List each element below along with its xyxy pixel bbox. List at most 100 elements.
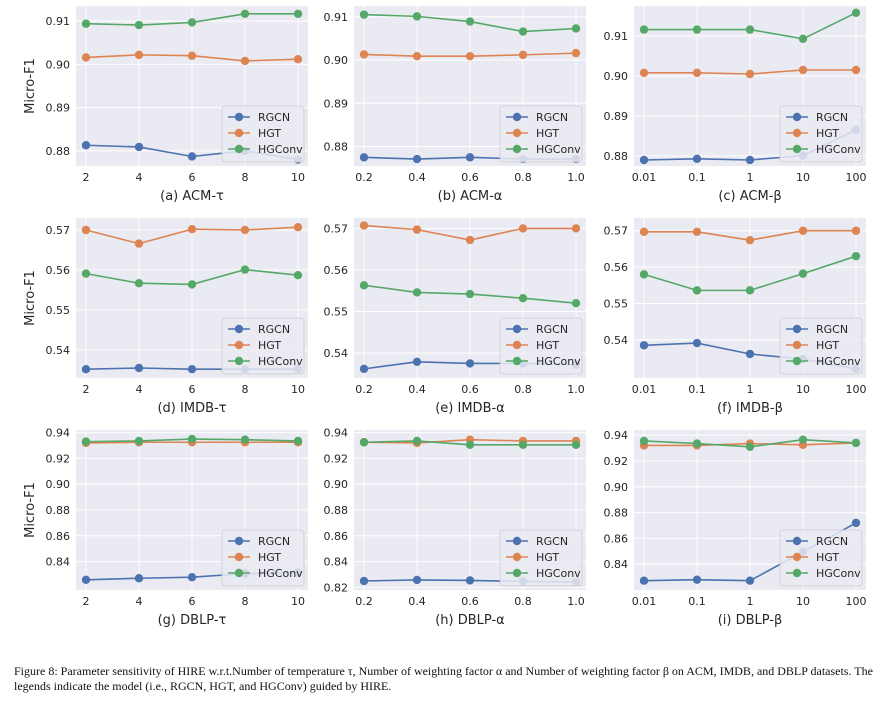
data-point-rgcn (465, 576, 475, 585)
y-tick-label: 0.57 (46, 224, 71, 237)
legend-label-hgt: HGT (258, 339, 281, 352)
y-tick-label: 0.89 (604, 110, 629, 123)
data-point-hgconv (798, 34, 808, 43)
data-point-hgconv (639, 270, 649, 279)
data-point-rgcn (639, 341, 649, 350)
data-point-hgconv (81, 19, 91, 28)
data-point-hgt (851, 65, 861, 75)
legend-marker-rgcn (512, 324, 522, 334)
panel-xlabel: (a) ACM-τ (160, 189, 224, 204)
data-point-hgconv (134, 436, 144, 446)
legend-label-rgcn: RGCN (536, 535, 568, 548)
legend: RGCN HGT HGConv (779, 105, 863, 163)
y-tick-label: 0.91 (324, 11, 349, 24)
data-point-hgt (359, 50, 369, 59)
data-point-hgt (798, 226, 808, 235)
data-point-rgcn (412, 154, 422, 164)
data-point-hgt (518, 50, 528, 60)
x-tick-label: 0.01 (632, 595, 657, 608)
panel-xlabel: (i) DBLP-β (718, 613, 783, 628)
legend-label-hgt: HGT (816, 339, 839, 352)
data-point-rgcn (692, 575, 702, 584)
legend-marker-hgconv (512, 356, 522, 366)
panel-xlabel: (h) DBLP-α (435, 613, 505, 628)
x-tick-label: 10 (291, 383, 305, 396)
data-point-hgt (745, 235, 755, 245)
legend-marker-hgconv (234, 356, 244, 366)
legend-label-hgt: HGT (536, 127, 559, 140)
x-tick-label: 8 (242, 383, 249, 396)
y-tick-label: 0.86 (46, 530, 71, 543)
legend: RGCN HGT HGConv (499, 317, 583, 375)
data-point-rgcn (412, 357, 422, 366)
legend-label-hgconv: HGConv (816, 143, 861, 156)
legend-marker-hgt (512, 340, 522, 350)
data-point-hgconv (639, 25, 649, 34)
data-point-hgt (293, 223, 303, 232)
legend-label-rgcn: RGCN (816, 111, 848, 124)
y-tick-label: 0.88 (46, 145, 71, 158)
x-tick-label: 0.4 (408, 171, 426, 184)
y-tick-label: 0.55 (604, 297, 629, 310)
data-point-hgconv (692, 439, 702, 448)
data-point-hgt (571, 224, 581, 233)
legend-label-rgcn: RGCN (258, 535, 290, 548)
data-point-hgt (187, 51, 197, 60)
data-point-hgconv (240, 265, 250, 274)
x-tick-label: 0.01 (632, 171, 657, 184)
data-point-hgt (187, 225, 197, 234)
y-tick-label: 0.88 (324, 141, 349, 154)
data-point-hgconv (639, 436, 649, 446)
data-point-hgconv (745, 25, 755, 34)
data-point-hgt (851, 226, 861, 235)
data-point-hgconv (240, 9, 250, 18)
data-point-hgt (293, 54, 303, 64)
data-point-rgcn (465, 359, 475, 368)
y-tick-label: 0.57 (604, 225, 629, 238)
legend-label-rgcn: RGCN (816, 323, 848, 336)
legend-marker-hgt (234, 128, 244, 138)
x-tick-label: 0.6 (461, 383, 479, 396)
legend-marker-rgcn (512, 112, 522, 122)
data-point-rgcn (745, 155, 755, 165)
data-point-hgt (745, 69, 755, 79)
x-tick-label: 2 (83, 171, 90, 184)
data-point-hgconv (518, 294, 528, 303)
panel-4: 2 4 6 8 10 0.54 0.55 0.56 0.57 RGCN HGT HGConv (d) I… (23, 218, 308, 416)
data-point-hgt (639, 68, 649, 78)
legend-marker-rgcn (792, 112, 802, 122)
data-point-hgconv (798, 269, 808, 278)
data-point-hgconv (134, 20, 144, 30)
data-point-rgcn (745, 576, 755, 585)
y-tick-label: 0.54 (604, 334, 629, 347)
legend-marker-rgcn (234, 112, 244, 122)
data-point-rgcn (692, 338, 702, 348)
panel-xlabel: (g) DBLP-τ (158, 613, 227, 628)
data-point-rgcn (465, 153, 475, 162)
data-point-hgt (465, 51, 475, 61)
y-tick-label: 0.88 (46, 504, 71, 517)
data-point-hgconv (412, 436, 422, 446)
data-point-hgt (571, 48, 581, 58)
data-point-rgcn (745, 349, 755, 359)
panel-xlabel: (c) ACM-β (718, 189, 781, 204)
data-point-hgt (798, 65, 808, 75)
data-point-hgconv (187, 18, 197, 27)
x-tick-label: 0.8 (514, 171, 532, 184)
legend-marker-hgt (792, 340, 802, 350)
legend-marker-hgt (792, 128, 802, 138)
data-point-rgcn (134, 363, 144, 373)
data-point-rgcn (187, 365, 197, 374)
x-tick-label: 0.8 (514, 595, 532, 608)
x-tick-label: 0.2 (355, 595, 373, 608)
legend-marker-hgt (512, 552, 522, 562)
legend-label-hgconv: HGConv (536, 355, 581, 368)
data-point-hgconv (851, 438, 861, 448)
panel-xlabel: (d) IMDB-τ (157, 401, 226, 416)
legend-label-rgcn: RGCN (536, 323, 568, 336)
x-tick-label: 10 (796, 595, 810, 608)
legend-label-hgconv: HGConv (816, 567, 861, 580)
data-point-hgconv (851, 251, 861, 261)
y-tick-label: 0.56 (46, 264, 71, 277)
data-point-hgt (134, 239, 144, 248)
